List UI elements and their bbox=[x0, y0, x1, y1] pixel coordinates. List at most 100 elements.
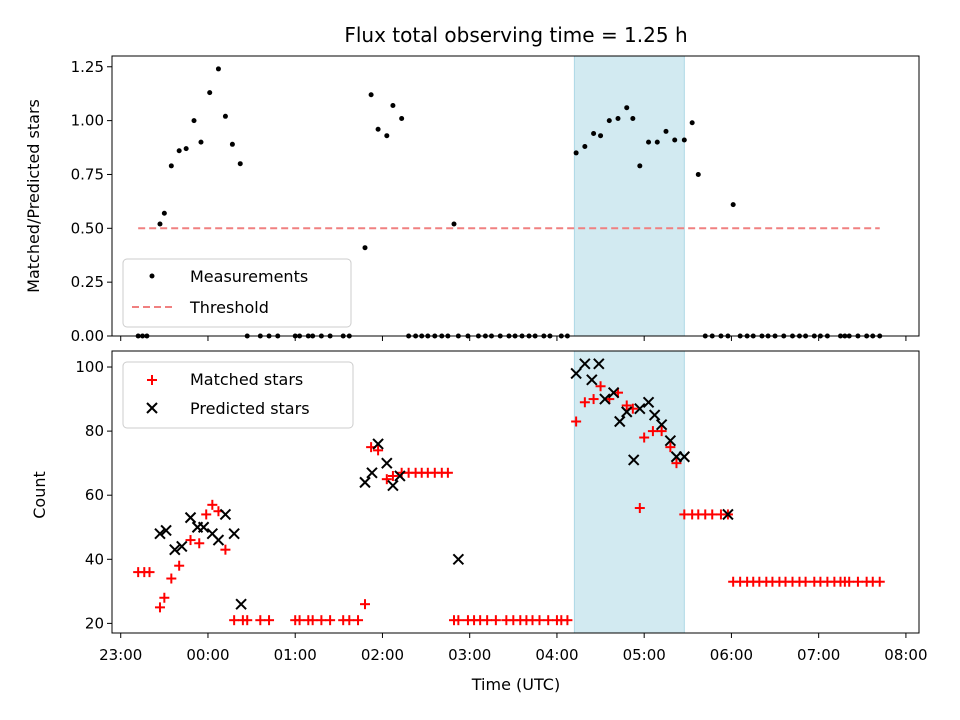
predicted-star-point bbox=[372, 438, 384, 450]
predicted-star-point bbox=[387, 479, 399, 492]
x-axis-label: Time (UTC) bbox=[471, 675, 560, 694]
matched-star-point bbox=[387, 470, 398, 481]
matched-star-point bbox=[442, 467, 453, 478]
predicted-star-point bbox=[176, 540, 188, 553]
legend-label-threshold: Threshold bbox=[189, 298, 269, 317]
measurement-point bbox=[157, 221, 163, 227]
matched-star-point bbox=[201, 509, 212, 520]
predicted-star-point bbox=[593, 358, 605, 370]
predicted-star-point bbox=[452, 553, 465, 566]
measurement-point bbox=[654, 139, 660, 145]
measurement-point bbox=[183, 146, 189, 152]
matched-star-point bbox=[353, 615, 364, 626]
matched-star-point bbox=[671, 458, 682, 469]
measurement-point bbox=[362, 245, 368, 251]
top-y-axis: 0.00 0.25 0.50 0.75 1.00 1.25 bbox=[71, 58, 112, 345]
predicted-star-point bbox=[634, 402, 646, 415]
measurement-point bbox=[161, 210, 167, 216]
measurement-point bbox=[451, 221, 457, 227]
predicted-star-point bbox=[722, 508, 734, 521]
top-ytick-label: 1.00 bbox=[71, 112, 104, 130]
measurement-point bbox=[630, 115, 636, 121]
bottom-marks bbox=[133, 358, 885, 626]
predicted-star-point bbox=[586, 374, 598, 386]
xtick-label: 01:00 bbox=[274, 646, 317, 664]
matched-star-point bbox=[325, 615, 336, 626]
matched-star-point bbox=[220, 544, 231, 555]
matched-star-point bbox=[154, 602, 165, 613]
top-ytick-label: 0.75 bbox=[71, 165, 104, 183]
bottom-y-axis: 20 40 60 80 100 bbox=[75, 358, 112, 632]
measurement-point bbox=[598, 133, 604, 139]
legend-marker-measurements bbox=[149, 273, 155, 279]
measurement-point bbox=[222, 113, 228, 119]
measurement-point bbox=[215, 66, 221, 72]
matched-star-point bbox=[159, 592, 170, 603]
matched-star-point bbox=[242, 615, 253, 626]
matched-star-point bbox=[207, 499, 218, 510]
matched-star-point bbox=[381, 474, 392, 485]
predicted-star-point bbox=[579, 358, 591, 370]
predicted-star-point bbox=[628, 454, 640, 466]
legend-marker-predicted-stars bbox=[146, 402, 158, 414]
measurement-point bbox=[606, 118, 612, 124]
predicted-star-point bbox=[154, 527, 166, 540]
predicted-star-point bbox=[621, 406, 633, 418]
bottom-ytick-label: 80 bbox=[85, 422, 104, 440]
matched-star-point bbox=[852, 576, 863, 587]
matched-star-point bbox=[571, 416, 582, 427]
chart-title: Flux total observing time = 1.25 h bbox=[344, 23, 687, 47]
predicted-star-point bbox=[160, 524, 172, 537]
legend-marker-matched-stars bbox=[147, 375, 157, 385]
matched-star-point bbox=[579, 397, 590, 408]
matched-star-point bbox=[194, 538, 205, 549]
top-panel-frame bbox=[111, 55, 920, 337]
legend-label-matched-stars: Matched stars bbox=[190, 370, 303, 389]
predicted-star-point bbox=[184, 511, 197, 524]
bottom-ytick-label: 100 bbox=[75, 358, 104, 376]
matched-star-point bbox=[144, 567, 155, 578]
measurement-point bbox=[191, 118, 197, 124]
matched-star-point bbox=[264, 615, 275, 626]
bottom-ytick-label: 40 bbox=[85, 550, 104, 568]
top-ytick-label: 0.50 bbox=[71, 219, 104, 237]
matched-star-point bbox=[562, 615, 573, 626]
matched-star-point bbox=[707, 509, 718, 520]
measurement-point bbox=[646, 139, 652, 145]
xtick-label: 08:00 bbox=[884, 646, 927, 664]
measurement-point bbox=[637, 163, 643, 169]
top-panel: 0.00 0.25 0.50 0.75 1.00 1.25 Matched/Predict… bbox=[24, 55, 920, 345]
matched-star-point bbox=[255, 615, 266, 626]
matched-star-point bbox=[647, 426, 658, 437]
predicted-star-point bbox=[197, 521, 210, 533]
top-y-axis-label: Matched/Predicted stars bbox=[24, 99, 43, 293]
matched-star-point bbox=[665, 442, 676, 453]
bottom-panel-frame bbox=[111, 350, 920, 634]
measurement-point bbox=[390, 103, 396, 109]
matched-star-point bbox=[229, 615, 240, 626]
measurement-point bbox=[198, 139, 204, 145]
xtick-label: 02:00 bbox=[361, 646, 404, 664]
predicted-star-point bbox=[219, 508, 232, 521]
measurement-point bbox=[229, 141, 235, 147]
top-legend: Measurements Threshold bbox=[122, 258, 352, 328]
measurement-point bbox=[237, 161, 243, 167]
matched-star-point bbox=[621, 400, 632, 411]
matched-star-point bbox=[307, 615, 318, 626]
predicted-star-point bbox=[228, 527, 240, 540]
matched-star-point bbox=[844, 576, 855, 587]
bottom-ytick-label: 60 bbox=[85, 486, 104, 504]
predicted-star-point bbox=[381, 457, 393, 469]
predicted-star-point bbox=[359, 476, 371, 489]
measurement-point bbox=[591, 131, 597, 137]
predicted-star-point bbox=[570, 367, 582, 380]
bottom-panel: 20 40 60 80 100 23:00 00:00 01:00 02:00 03:00 04:… bbox=[30, 350, 928, 694]
measurement-point bbox=[582, 143, 588, 149]
matched-star-point bbox=[874, 576, 885, 587]
measurement-point bbox=[615, 115, 621, 121]
matched-star-point bbox=[595, 381, 606, 392]
matched-star-point bbox=[490, 615, 501, 626]
xtick-label: 03:00 bbox=[448, 646, 491, 664]
xtick-label: 07:00 bbox=[797, 646, 840, 664]
